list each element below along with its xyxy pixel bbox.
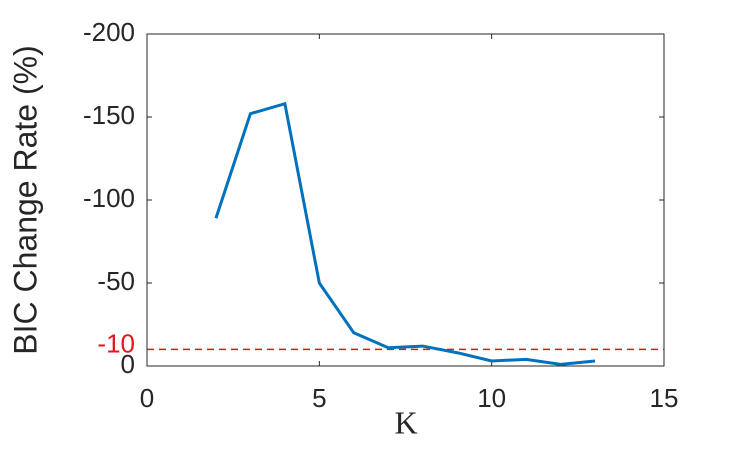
y-tick-label: 0 xyxy=(121,349,135,379)
reference-label: -10 xyxy=(97,328,135,358)
x-tick-label: 15 xyxy=(650,383,679,413)
y-tick-label: -150 xyxy=(83,100,135,130)
y-tick-label: -200 xyxy=(83,17,135,47)
x-tick-label: 5 xyxy=(312,383,326,413)
y-tick-label: -100 xyxy=(83,183,135,213)
data-line xyxy=(214,101,596,366)
x-tick-label: 0 xyxy=(140,383,154,413)
x-tick-label: 10 xyxy=(477,383,506,413)
x-axis-label: K xyxy=(394,404,417,440)
plot-frame xyxy=(146,33,665,367)
y-axis-label: BIC Change Rate (%) xyxy=(7,45,43,354)
y-tick-label: -50 xyxy=(97,266,135,296)
